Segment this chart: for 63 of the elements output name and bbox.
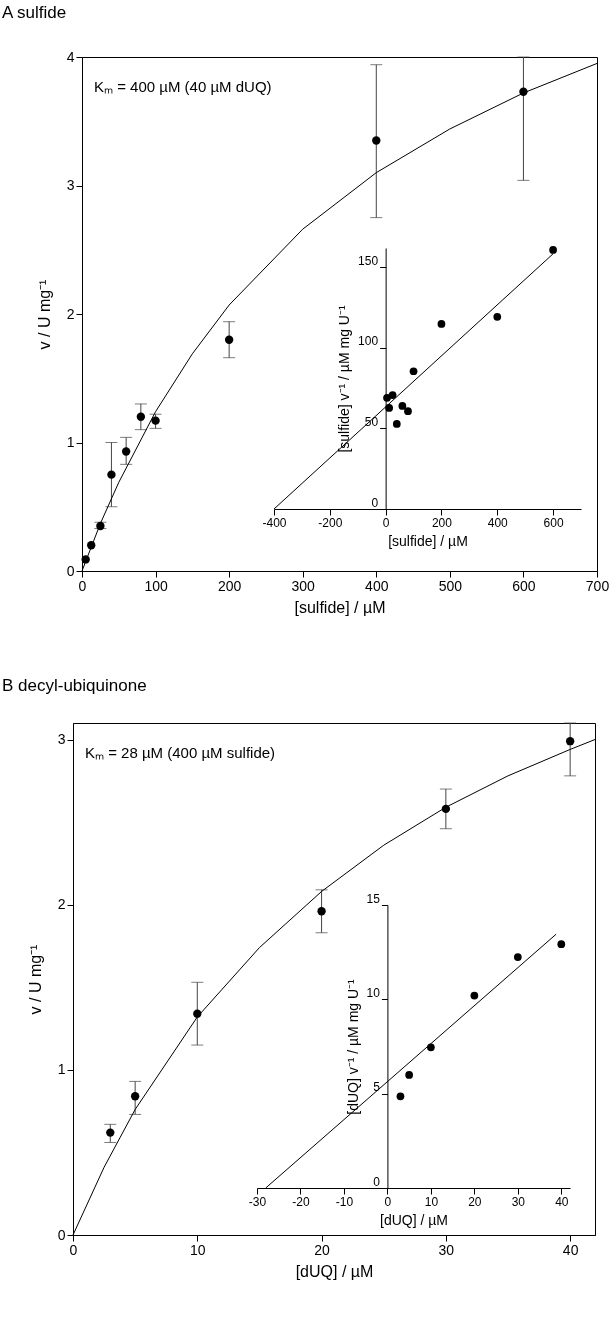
y-axis-title: v / U mg⁻¹ — [26, 944, 44, 1015]
x-tick-label: -400 — [262, 515, 287, 530]
y-tick-label: 5 — [373, 1080, 381, 1095]
x-tick-label: 100 — [144, 577, 168, 594]
x-tick-label: 10 — [424, 1194, 439, 1209]
x-tick-label: 0 — [384, 1194, 392, 1209]
point — [106, 1128, 115, 1137]
x-tick-label: 300 — [291, 577, 316, 594]
x-tick-label: 200 — [217, 577, 242, 594]
y-tick-label: 15 — [366, 891, 381, 906]
y-tick-label: 2 — [57, 896, 66, 913]
y-axis-title: v / U mg⁻¹ — [35, 279, 53, 350]
x-tick-label: 0 — [78, 577, 87, 594]
point — [151, 416, 160, 425]
x-axis-title: [dUQ] / µM — [380, 1211, 448, 1228]
x-tick-label: -10 — [335, 1194, 354, 1209]
point — [224, 335, 234, 344]
x-tick-label: 200 — [431, 515, 453, 530]
x-tick-label: 600 — [512, 577, 536, 594]
x-axis-title: [sulfide] / µM — [294, 598, 386, 616]
x-tick-label: 700 — [585, 577, 610, 594]
x-tick-label: 40 — [555, 1194, 569, 1209]
x-tick-label: -200 — [318, 515, 343, 530]
y-tick-label: 100 — [358, 334, 379, 349]
x-tick-label: 40 — [562, 1241, 579, 1258]
point — [121, 447, 131, 456]
y-axis-title: [dUQ] v⁻¹ / µM mg U⁻¹ — [344, 978, 361, 1115]
x-tick-label: 10 — [190, 1241, 206, 1258]
y-tick-label: 150 — [358, 253, 379, 268]
x-tick-label: 30 — [438, 1241, 455, 1258]
y-tick-label: 0 — [57, 1226, 66, 1243]
y-tick-label: 0 — [373, 1174, 381, 1189]
y-axis-title: [sulfide] v⁻¹ / µM mg U⁻¹ — [336, 305, 353, 453]
x-tick-label: -30 — [248, 1194, 267, 1209]
annotation: Kₘ = 400 µM (40 µM dUQ) — [94, 78, 272, 95]
point — [317, 907, 326, 916]
x-tick-label: 400 — [365, 577, 389, 594]
x-tick-label: 600 — [543, 515, 564, 530]
x-tick-label: -20 — [292, 1194, 310, 1209]
annotation: Kₘ = 28 µM (400 µM sulfide) — [85, 744, 276, 761]
y-tick-label: 2 — [66, 305, 75, 322]
point — [130, 1092, 140, 1101]
chart-title: A sulfide — [2, 3, 67, 22]
y-tick-label: 1 — [66, 434, 75, 450]
y-tick-label: 3 — [57, 731, 66, 748]
point — [372, 136, 381, 145]
y-tick-label: 4 — [66, 48, 75, 65]
x-tick-label: 20 — [468, 1194, 482, 1209]
point — [565, 736, 575, 746]
y-tick-label: 0 — [371, 495, 379, 510]
y-tick-label: 1 — [57, 1061, 66, 1078]
x-tick-label: 500 — [438, 577, 463, 594]
chart-title: B decyl-ubiquinone — [2, 675, 147, 695]
y-tick-label: 3 — [66, 177, 75, 193]
x-axis-title: [dUQ] / µM — [295, 1262, 374, 1280]
y-tick-label: 0 — [66, 562, 75, 579]
point — [136, 412, 146, 421]
y-tick-label: 10 — [366, 985, 381, 1000]
x-axis-title: [sulfide] / µM — [388, 532, 468, 549]
x-tick-label: 20 — [314, 1241, 331, 1258]
point — [107, 470, 116, 479]
x-tick-label: 400 — [487, 515, 509, 530]
x-tick-label: 30 — [511, 1194, 526, 1209]
